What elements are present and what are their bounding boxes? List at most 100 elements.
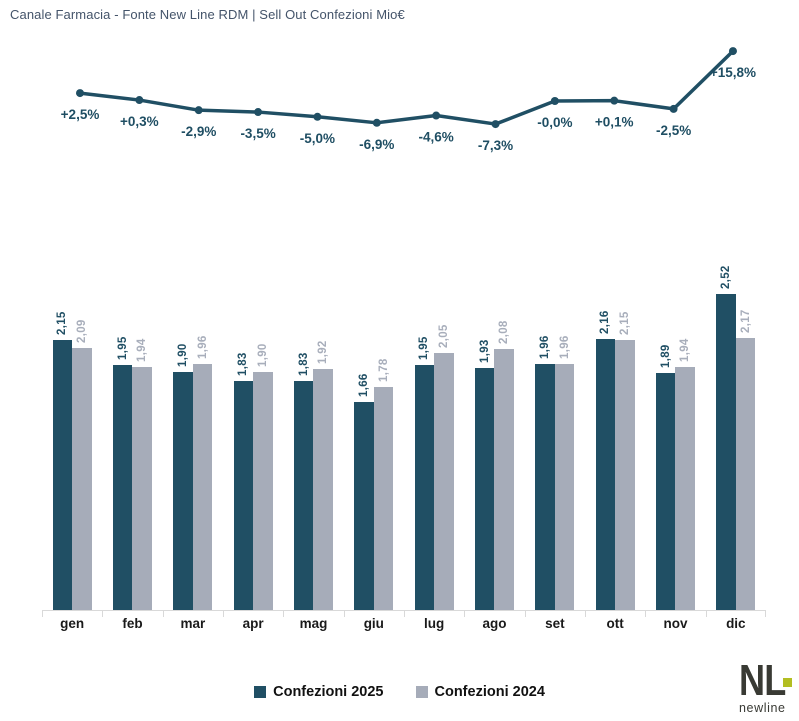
bar-2024: [675, 366, 695, 610]
legend-swatch-2024-icon: [415, 686, 428, 698]
yoy-line-chart: +2,5% +0,3% -2,9% -3,5% -5,0% -6,9% -4,6% -7,3%…: [61, 47, 756, 153]
line-point-label: -2,9%: [181, 124, 216, 139]
month-label-mag: mag: [299, 616, 328, 631]
bar-group-set: 1,96 1,96: [525, 240, 585, 610]
line-point-label: -3,5%: [240, 126, 275, 141]
axis-tick: [524, 610, 526, 617]
bar-2025: [474, 367, 495, 610]
line-point-label: +15,8%: [710, 65, 756, 80]
legend-label-2024: Confezioni 2024: [434, 684, 545, 700]
month-label-lug: lug: [424, 616, 445, 631]
line-point-label: +0,1%: [595, 115, 634, 130]
bar-2024: [192, 364, 213, 610]
bar-value-label: 1,96: [558, 335, 571, 360]
bar-2025: [354, 401, 374, 610]
line-point: [194, 106, 203, 115]
bar-group-gen: 2,15 2,09: [42, 240, 102, 610]
x-axis-labels: gen feb mar apr mag giu lug ago set ott nov dic: [42, 616, 766, 636]
line-point: [76, 89, 84, 98]
line-point-label: -0,0%: [537, 115, 572, 130]
line-point: [610, 96, 619, 105]
bar-value-label: 2,16: [599, 310, 612, 335]
legend-swatch-2025-icon: [254, 686, 267, 698]
bar-value-label: 1,83: [297, 351, 310, 376]
bar-2024: [253, 371, 273, 610]
month-label-giu: giu: [363, 616, 384, 631]
month-label-mar: mar: [180, 616, 206, 631]
legend: Confezioni 2025 Confezioni 2024: [0, 684, 799, 700]
bar-group-apr: 1,83 1,90: [223, 240, 283, 610]
bar-group-giu: 1,66 1,78: [344, 240, 404, 610]
bar-value-label: 1,95: [418, 336, 431, 361]
axis-tick: [585, 610, 586, 617]
bar-value-label: 1,90: [256, 343, 269, 367]
month-label-ott: ott: [606, 616, 624, 631]
bar-value-label: 1,96: [196, 335, 209, 360]
axis-tick: [645, 610, 647, 617]
logo-monogram-block: NL: [739, 659, 797, 703]
legend-item-2024: Confezioni 2024: [415, 684, 545, 700]
month-label-set: set: [545, 616, 565, 631]
bar-2025: [535, 364, 555, 610]
bar-2024: [615, 340, 635, 610]
yoy-line: [78, 49, 735, 126]
bar-2025: [173, 371, 193, 610]
bar-value-label: 2,15: [56, 311, 69, 336]
newline-logo: NL newline: [739, 659, 797, 715]
line-point-label: -6,9%: [359, 137, 394, 152]
month-label-dic: dic: [726, 616, 746, 631]
logo-wordmark: newline: [739, 701, 786, 715]
bar-value-label: 1,90: [177, 343, 190, 367]
bar-value-label: 1,89: [659, 344, 672, 368]
line-point: [432, 111, 441, 120]
bar-value-label: 1,94: [679, 338, 692, 362]
bar-group-feb: 1,95 1,94: [102, 240, 162, 610]
bar-2024: [373, 386, 394, 610]
bar-group-nov: 1,89 1,94: [645, 240, 705, 610]
axis-tick: [404, 610, 405, 617]
axis-tick: [223, 610, 224, 617]
monthly-bar-chart: 2,15 2,09 1,95 1,94 1,90 1,96 1,83 1,90 1,83 1,92…: [42, 240, 766, 617]
line-point: [491, 120, 500, 129]
axis-tick: [102, 610, 104, 617]
bar-group-mar: 1,90 1,96: [163, 240, 223, 610]
bar-2025: [595, 339, 616, 610]
line-point: [372, 118, 381, 127]
legend-item-2025: Confezioni 2025: [254, 684, 384, 700]
bar-group-dic: 2,52 2,17: [706, 240, 766, 610]
axis-tick: [765, 610, 766, 617]
bar-value-label: 1,83: [237, 351, 250, 376]
axis-tick: [464, 610, 466, 617]
line-point-label: -5,0%: [300, 131, 335, 146]
line-point: [728, 47, 737, 56]
legend-label-2025: Confezioni 2025: [273, 684, 384, 700]
line-point: [550, 97, 559, 105]
logo-monogram: NL: [739, 656, 786, 705]
bar-value-label: 2,09: [75, 319, 88, 343]
bar-group-ott: 2,16 2,15: [585, 240, 645, 610]
bar-value-label: 2,15: [618, 311, 631, 336]
bar-2025: [655, 373, 676, 610]
bar-value-label: 1,94: [136, 338, 149, 362]
line-point-label: -7,3%: [478, 138, 513, 153]
line-point: [135, 96, 144, 105]
bar-2024: [72, 347, 92, 610]
chart-title: Canale Farmacia - Fonte New Line RDM | S…: [10, 7, 405, 22]
bar-value-label: 1,93: [478, 339, 491, 363]
bar-2024: [494, 349, 514, 610]
line-point: [313, 112, 322, 121]
axis-tick: [283, 610, 285, 617]
bar-2025: [233, 380, 254, 610]
month-label-feb: feb: [122, 616, 143, 631]
axis-tick: [705, 610, 707, 617]
bar-2024: [735, 337, 756, 610]
axis-tick: [42, 610, 43, 617]
line-point-label: +0,3%: [120, 114, 159, 129]
bar-2024: [434, 352, 454, 610]
bar-value-label: 2,08: [498, 320, 511, 345]
bar-value-label: 1,96: [539, 335, 552, 360]
bar-value-label: 1,95: [116, 336, 129, 361]
line-point: [669, 104, 678, 113]
bar-value-label: 1,78: [377, 358, 390, 382]
